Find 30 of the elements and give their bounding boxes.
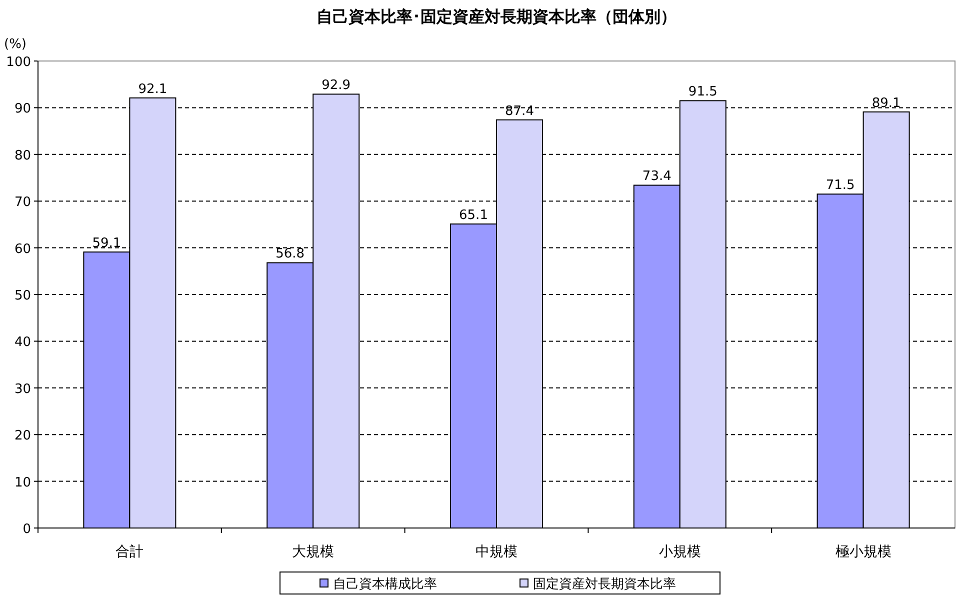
x-tick-label: 合計 xyxy=(116,544,144,560)
x-tick-label: 大規模 xyxy=(292,544,334,560)
y-axis-title: (%) xyxy=(4,37,26,52)
data-label: 92.9 xyxy=(322,78,351,94)
y-tick-label: 80 xyxy=(14,148,31,164)
x-tick-label: 小規模 xyxy=(658,544,701,560)
y-tick-label: 40 xyxy=(14,335,31,350)
y-tick-label: 10 xyxy=(14,475,31,490)
y-tick-label: 0 xyxy=(22,522,31,537)
x-tick-label: 極小規模 xyxy=(835,544,892,560)
data-label: 59.1 xyxy=(92,236,122,252)
y-tick-label: 20 xyxy=(14,428,31,444)
y-tick-label: 100 xyxy=(6,55,31,70)
data-label: 91.5 xyxy=(688,84,718,100)
legend-label: 自己資本構成比率 xyxy=(333,576,437,592)
y-tick-label: 50 xyxy=(14,288,31,304)
y-tick-label: 90 xyxy=(14,102,31,117)
x-tick-label: 中規模 xyxy=(476,544,518,560)
legend-label: 固定資産対長期資本比率 xyxy=(533,576,676,592)
data-label: 56.8 xyxy=(276,246,305,262)
data-label: 87.4 xyxy=(505,104,534,119)
data-label: 89.1 xyxy=(872,96,901,111)
chart-title: 自己資本比率･固定資産対長期資本比率（団体別） xyxy=(316,7,676,26)
y-tick-label: 60 xyxy=(14,242,31,257)
data-label: 92.1 xyxy=(138,82,168,97)
data-label: 71.5 xyxy=(826,178,855,194)
y-tick-label: 70 xyxy=(14,195,31,210)
y-tick-label: 30 xyxy=(14,382,31,397)
data-label: 65.1 xyxy=(459,208,488,223)
data-label: 73.4 xyxy=(642,169,672,184)
